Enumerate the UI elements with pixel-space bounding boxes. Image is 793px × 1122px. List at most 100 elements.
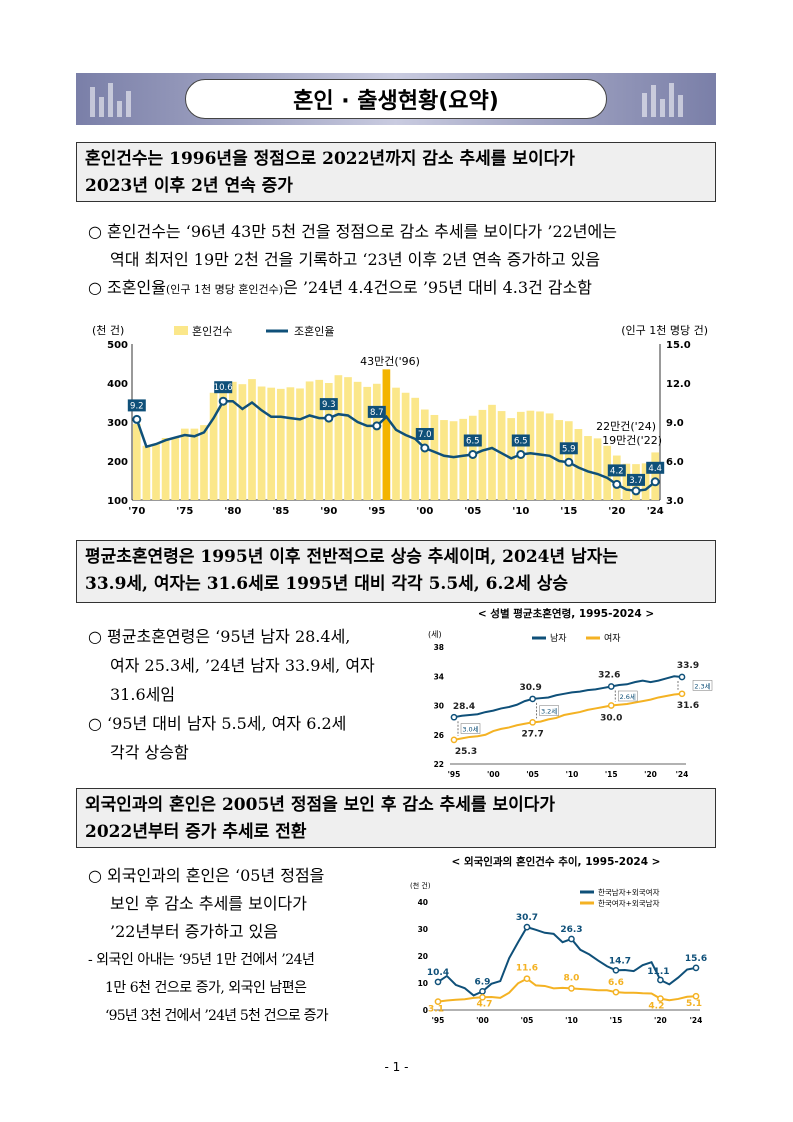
rate-label-box (214, 381, 233, 394)
point-1-2015 (612, 988, 620, 996)
foreign-chart: < 외국인과의 혼인건수 추이, 1995-2024 > (천 건) 한국남자+… (410, 855, 707, 1025)
rate-label-box (607, 464, 626, 477)
chart1-left-unit: (천 건) (92, 323, 124, 337)
bar-2000 (420, 409, 429, 500)
point-1-2000 (479, 993, 486, 1001)
section3-heading-line2: 2022년부터 증가 추세로 전환 (85, 822, 307, 842)
bullet2-post: 은 ’24년 4.4건으로 ’95년 대비 4.3건 감소함 (283, 278, 593, 297)
point-1-1995 (434, 998, 442, 1005)
x-tick: '15 (610, 1016, 623, 1025)
x-tick: '24 (690, 1016, 703, 1025)
label-0-2010: 26.3 (560, 925, 582, 935)
rate-label-box (646, 461, 665, 474)
label-1-2024: 5.1 (686, 999, 702, 1009)
bar-1986 (286, 387, 295, 500)
bar-1970 (132, 423, 141, 500)
section3-heading-line1: 외국인과의 혼인은 2005년 정점을 보인 후 감소 추세를 보이다가 (85, 795, 556, 815)
rate-label-1990: 9.3 (322, 400, 336, 410)
section3-b1: ○ 외국인과의 혼인은 ‘05년 정점을 (88, 866, 325, 885)
x-tick: '20 (654, 1016, 667, 1025)
label-0-2015: 14.7 (609, 956, 631, 966)
point-0-2005 (529, 695, 536, 703)
label-1-2000: 4.7 (477, 999, 493, 1009)
label-1-2015: 6.6 (608, 978, 624, 988)
section2-heading-line1: 평균초혼연령은 1995년 이후 전반적으로 상승 추세이며, 2024년 남자… (85, 547, 618, 567)
bar-1998 (401, 392, 410, 500)
y-tick: 30 (418, 925, 428, 934)
point-0-2005 (523, 923, 531, 931)
x-tick: '00 (487, 770, 500, 779)
bar-1997 (392, 387, 400, 500)
gap-label-2005: 3.2세 (541, 707, 557, 716)
section1-text: ○ 혼인건수는 ‘96년 43만 5천 건을 정점으로 감소 추세를 보이다가 … (88, 218, 728, 304)
bar-1982 (248, 379, 256, 500)
rate-point-2010 (516, 450, 526, 459)
label-1-2005: 27.7 (522, 729, 544, 739)
point-1-2024 (678, 690, 686, 698)
section1-heading-line1: 혼인건수는 1996년을 정점으로 2022년까지 감소 추세를 보이다가 (85, 149, 575, 169)
point-1-2005 (529, 718, 536, 726)
gap-box (539, 705, 559, 716)
rate-label-2000: 7.0 (418, 430, 432, 440)
bar-1990 (324, 383, 333, 500)
legend-female-label: 여자 (604, 632, 621, 644)
rate-label-box (511, 434, 530, 447)
bar-1971 (142, 445, 151, 500)
label-1-2020: 4.2 (648, 1002, 664, 1012)
chart1-x-tick: '10 (512, 506, 529, 517)
bar-1973 (161, 437, 170, 500)
label-1-2024: 31.6 (677, 701, 699, 711)
chart1-left-tick: 400 (107, 379, 128, 390)
section2-text: ○ 평균초혼연령은 ‘95년 남자 28.4세, 여자 25.3세, ’24년 … (88, 622, 418, 767)
y-tick: 0 (423, 1006, 428, 1015)
bar-2007 (488, 404, 496, 500)
bullet2-small: (인구 1천 명당 혼인건수) (165, 283, 284, 296)
foreign-chart-title: < 외국인과의 혼인건수 추이, 1995-2024 > (452, 855, 661, 868)
point-1-2020 (657, 995, 664, 1003)
bar-1976 (190, 428, 199, 500)
rate-point-2022 (631, 486, 641, 496)
bar-1988 (305, 381, 314, 500)
rate-point-2000 (420, 443, 430, 453)
chart1-right-tick: 3.0 (666, 496, 684, 507)
section3-d2: 1만 6천 건으로 증가, 외국인 남편은 (105, 980, 307, 996)
rate-point-1990 (324, 413, 334, 423)
bar-1989 (315, 379, 324, 500)
rate-label-box (367, 405, 386, 418)
section1-heading-box: 혼인건수는 1996년을 정점으로 2022년까지 감소 추세를 보이다가 20… (76, 142, 716, 202)
page-title: 혼인 · 출생현황(요약) (185, 79, 607, 119)
bar-1975 (180, 428, 189, 500)
label-2022: 19만건('22) (602, 434, 662, 447)
bar-1992 (344, 377, 352, 500)
chart1-left-tick: 200 (107, 457, 128, 468)
bar-2018 (593, 438, 602, 500)
point-0-2000 (479, 988, 486, 995)
x-tick: '05 (526, 770, 539, 779)
legend-b-label: 한국여자+외국남자 (598, 898, 660, 908)
rate-label-2015: 5.9 (562, 444, 576, 454)
legend-bar-swatch (174, 326, 188, 335)
bar-1993 (353, 381, 362, 500)
chart1-x-tick: '20 (608, 506, 625, 517)
y-tick: 22 (434, 760, 444, 769)
label-1-1995: 25.3 (455, 747, 477, 757)
bar-2023 (641, 463, 650, 500)
section2-b2: 여자 25.3세, ’24년 남자 33.9세, 여자 (110, 656, 375, 675)
legend-bar-label: 혼인건수 (192, 325, 232, 338)
rate-point-1979 (218, 396, 228, 406)
chart1-x-tick: '15 (560, 506, 577, 517)
rate-label-2005: 6.5 (466, 437, 480, 447)
bar-2021 (622, 463, 631, 500)
label-0-2005: 30.7 (516, 913, 538, 923)
y-tick: 34 (434, 672, 444, 681)
label-0-1995: 28.4 (453, 702, 475, 712)
bar-1980 (228, 381, 237, 500)
age-chart-unit: (세) (428, 630, 442, 639)
decoration-left (90, 81, 150, 117)
gap-label-1995: 3.0세 (462, 725, 478, 734)
x-tick: '10 (565, 1016, 578, 1025)
point-1-1995 (450, 736, 458, 744)
section1-bullet2: ○ 조혼인율(인구 1천 명당 혼인건수)은 ’24년 4.4건으로 ’95년 … (88, 274, 728, 304)
decoration-right (642, 81, 702, 117)
label-2024: 22만건('24) (596, 420, 656, 433)
